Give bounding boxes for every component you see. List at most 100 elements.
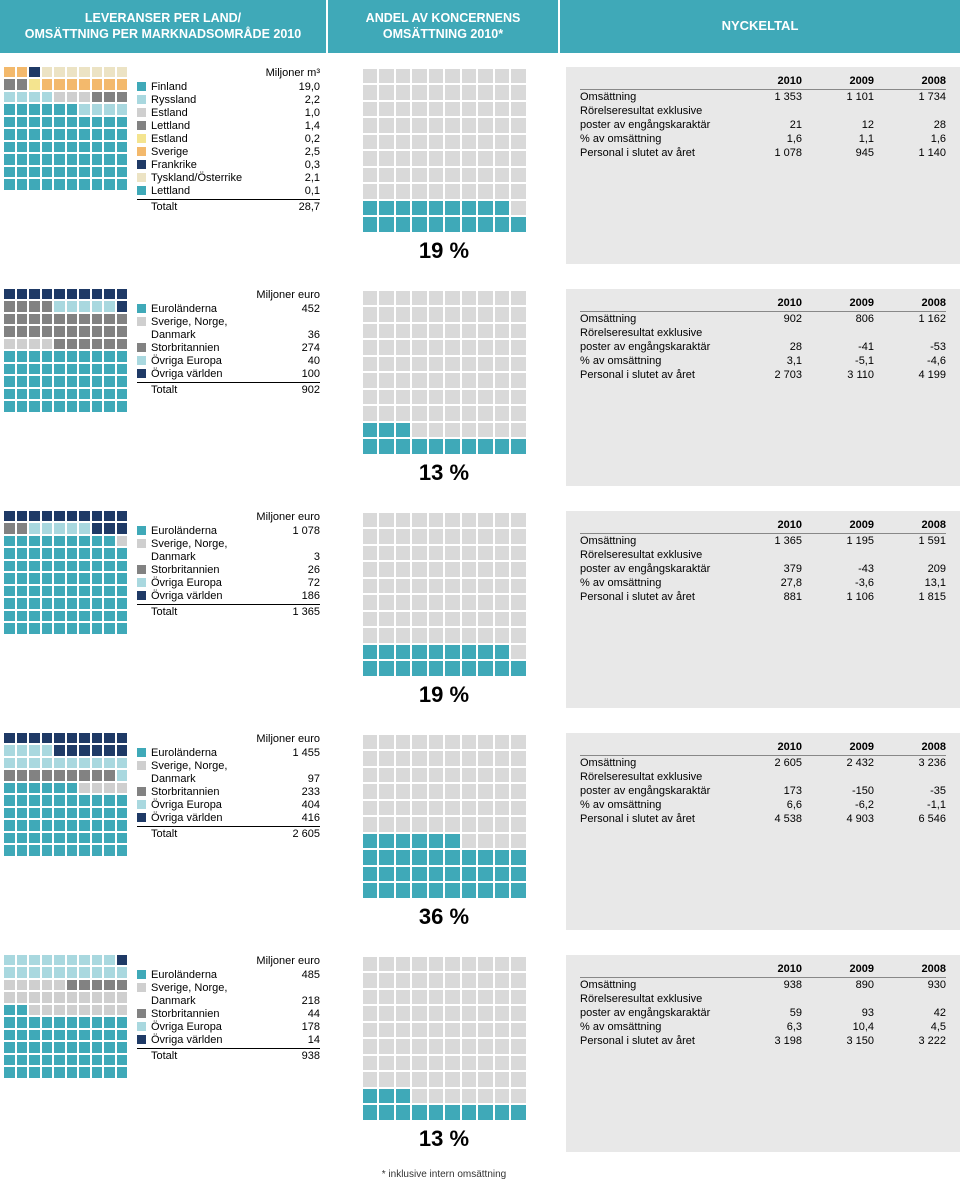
share-cell [429,151,444,166]
share-cell [462,201,477,216]
waffle-cell [54,314,65,325]
waffle-chart [4,955,127,1078]
table-row-label: % av omsättning [580,799,730,811]
waffle-cell [79,1005,90,1016]
table-cell: 945 [802,147,874,159]
waffle-cell [79,67,90,78]
waffle-cell [42,289,53,300]
waffle-cell [104,1017,115,1028]
waffle-cell [67,833,78,844]
waffle-cell [104,548,115,559]
share-cell [396,324,411,339]
share-cell [478,291,493,306]
legend-line: Finland19,0 [137,81,320,93]
legend-swatch [137,304,146,313]
share-cell [363,1023,378,1038]
table-row-label: Personal i slutet av året [580,813,730,825]
share-cell [412,595,427,610]
legend-label: Estland [151,107,280,119]
waffle-cell [4,598,15,609]
waffle-cell [117,598,128,609]
waffle-cell [17,301,28,312]
waffle-cell [42,611,53,622]
share-cell [511,184,526,199]
share-cell [396,612,411,627]
share-cell [396,1089,411,1104]
share-cell [462,867,477,882]
share-cell [429,340,444,355]
legend-label: Lettland [151,185,280,197]
share-cell [478,201,493,216]
waffle-cell [67,389,78,400]
legend-swatch [137,761,146,770]
waffle-cell [17,142,28,153]
share-cell [495,562,510,577]
waffle-cell [54,117,65,128]
share-cell [495,1023,510,1038]
share-cell [429,867,444,882]
waffle-cell [42,523,53,534]
share-cell [363,645,378,660]
share-cell [429,291,444,306]
waffle-cell [117,1055,128,1066]
table-cell: 59 [730,1007,802,1019]
waffle-cell [117,833,128,844]
waffle-cell [79,548,90,559]
legend-label: Euroländerna [151,747,280,759]
legend-value: 0,3 [280,159,320,171]
share-cell [462,1056,477,1071]
waffle-cell [67,117,78,128]
legend-swatch [137,95,146,104]
share-cell [478,217,493,232]
share-cell [445,85,460,100]
share-cell [511,801,526,816]
waffle-cell [4,770,15,781]
waffle-cell [54,1067,65,1078]
share-cell [379,990,394,1005]
waffle-cell [4,992,15,1003]
table-row: Personal i slutet av året3 1983 1503 222 [580,1034,946,1048]
share-cell [511,867,526,882]
legend-title: Miljoner euro [137,733,320,745]
metrics-table: 201020092008Omsättning1 3651 1951 591Rör… [566,511,960,708]
section-1: Miljoner euroEuroländerna452Sverige, Nor… [0,275,960,497]
waffle-cell [67,523,78,534]
share-cell [478,406,493,421]
legend-line: Övriga världen100 [137,368,320,380]
waffle-cell [54,1017,65,1028]
waffle-cell [92,980,103,991]
share-cell [445,217,460,232]
share-cell [478,357,493,372]
table-cell: 1 101 [802,91,874,103]
share-cell [478,867,493,882]
table-header: 201020092008 [580,741,946,756]
share-cell [379,439,394,454]
share-cell [412,184,427,199]
waffle-cell [67,339,78,350]
waffle-cell [17,314,28,325]
waffle-cell [17,79,28,90]
waffle-cell [104,289,115,300]
share-cell [462,184,477,199]
share-cell [445,118,460,133]
waffle-cell [4,573,15,584]
share-cell [462,529,477,544]
share-cell [396,340,411,355]
waffle-chart [4,511,127,634]
waffle-cell [79,611,90,622]
table-cell: 42 [874,1007,946,1019]
share-cell [495,834,510,849]
share-cell [379,562,394,577]
waffle-cell [92,326,103,337]
legend-line: Övriga världen416 [137,812,320,824]
legend-swatch [137,369,146,378]
share-cell [429,751,444,766]
legend-value: 2,2 [280,94,320,106]
waffle-cell [42,326,53,337]
waffle-cell [92,845,103,856]
share-cell [478,151,493,166]
share-cell [412,1056,427,1071]
share-cell [495,867,510,882]
waffle-cell [54,795,65,806]
waffle-cell [29,154,40,165]
